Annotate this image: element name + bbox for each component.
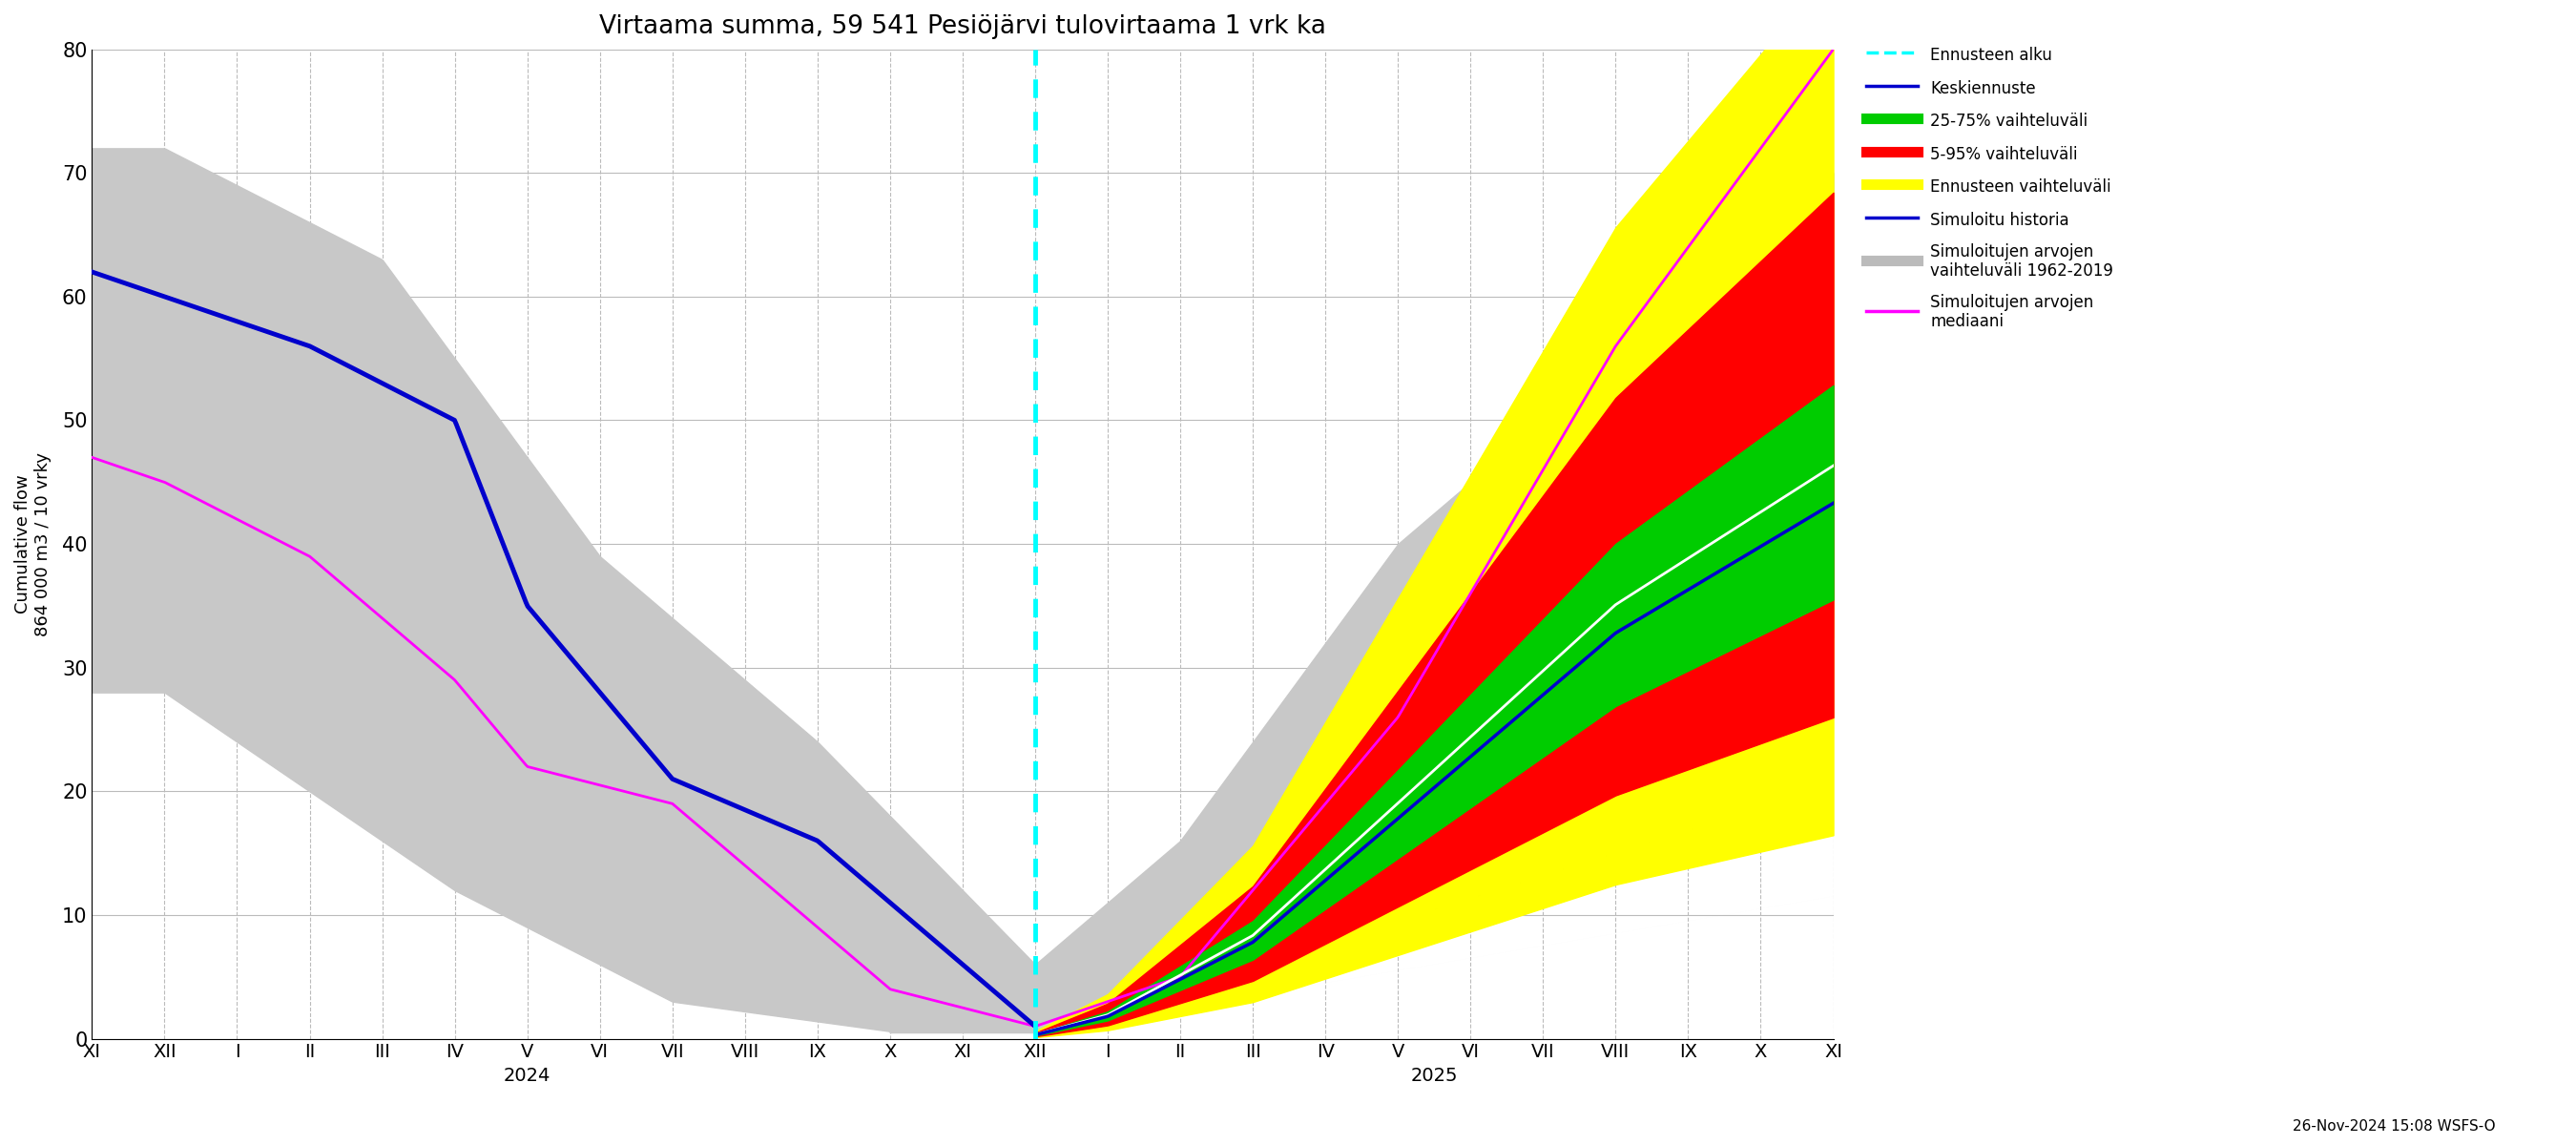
Text: 2025: 2025 [1412, 1067, 1458, 1085]
Text: 26-Nov-2024 15:08 WSFS-O: 26-Nov-2024 15:08 WSFS-O [2293, 1120, 2496, 1134]
Title: Virtaama summa, 59 541 Pesiöjärvi tulovirtaama 1 vrk ka: Virtaama summa, 59 541 Pesiöjärvi tulovi… [600, 14, 1327, 39]
Text: 2024: 2024 [505, 1067, 551, 1085]
Y-axis label: Cumulative flow
864 000 m3 / 10 vrky: Cumulative flow 864 000 m3 / 10 vrky [15, 452, 52, 637]
Legend: Ennusteen alku, Keskiennuste, 25-75% vaihteluväli, 5-95% vaihteluväli, Ennusteen: Ennusteen alku, Keskiennuste, 25-75% vai… [1860, 38, 2120, 339]
